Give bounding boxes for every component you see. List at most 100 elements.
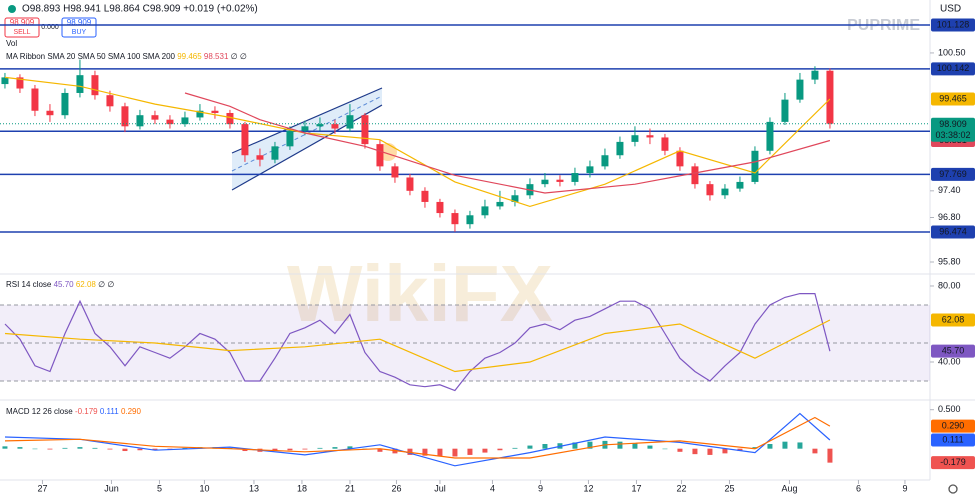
histogram-bar <box>767 444 773 449</box>
histogram-bar <box>482 448 488 453</box>
histogram-bar <box>662 448 668 450</box>
sell-button[interactable] <box>4 17 40 38</box>
y-tick-label: 80.00 <box>938 280 961 290</box>
x-tick-label: 18 <box>297 483 307 493</box>
histogram-bar <box>587 441 593 449</box>
candle-body <box>421 190 429 202</box>
candle-body <box>286 130 294 147</box>
candle-body <box>751 150 759 182</box>
candle-body <box>151 115 159 120</box>
price-badge-label: 0.111 <box>942 434 963 444</box>
candle-body <box>91 75 99 96</box>
histogram-bar <box>797 442 803 449</box>
price-badge <box>931 456 975 470</box>
x-tick-label: 5 <box>157 483 162 493</box>
histogram-bar <box>137 448 143 451</box>
candle-body <box>406 177 414 191</box>
candle-body <box>631 135 639 142</box>
x-tick-label: 9 <box>538 483 543 493</box>
watermark: WikiFX <box>287 249 553 338</box>
status-dot <box>8 5 16 13</box>
currency: USD <box>940 4 961 15</box>
price-badge-label: 97.769 <box>939 169 967 179</box>
histogram-bar <box>47 448 53 450</box>
x-tick-label: 10 <box>199 483 209 493</box>
ma-legend: MA Ribbon SMA 20 SMA 50 SMA 100 SMA 200 … <box>6 52 247 61</box>
series-line <box>4 76 831 208</box>
candle-body <box>346 115 354 129</box>
candle-body <box>616 141 624 156</box>
legend-value: 0.290 <box>121 407 142 416</box>
histogram-bar <box>437 448 443 457</box>
price-badge-label: 0.290 <box>942 420 965 430</box>
histogram-bar <box>272 448 278 452</box>
price-badge-label: 62.08 <box>942 314 965 324</box>
buy-button[interactable] <box>61 17 97 38</box>
candle-body <box>166 119 174 125</box>
histogram-bar <box>182 447 188 449</box>
candle-body <box>721 188 729 196</box>
candle-body <box>61 92 69 116</box>
candle-body <box>571 173 579 182</box>
price-badge <box>931 92 975 106</box>
candle-body <box>241 124 249 156</box>
y-tick-label: 40.00 <box>938 356 961 366</box>
histogram-bar <box>347 446 353 449</box>
candle-body <box>196 110 204 118</box>
candle-body <box>436 201 444 214</box>
series-line <box>4 416 831 459</box>
legend-value: 99.465 <box>177 52 202 61</box>
x-tick-label: 26 <box>391 483 401 493</box>
histogram-bar <box>722 448 728 454</box>
candle-body <box>331 124 339 129</box>
price-badge <box>931 433 975 447</box>
y-tick-label: 97.40 <box>938 185 961 195</box>
series-line <box>4 319 831 373</box>
candle-body <box>391 166 399 178</box>
buy-label[interactable]: BUY <box>72 29 87 36</box>
rsi-legend: RSI 14 close 45.70 62.08 ∅ ∅ <box>6 280 114 289</box>
histogram-bar <box>32 448 38 450</box>
histogram-bar <box>647 445 653 449</box>
legend-title: RSI 14 close <box>6 280 52 289</box>
legend-title: MA Ribbon SMA 20 SMA 50 SMA 100 SMA 200 <box>6 52 176 61</box>
price-badge <box>931 167 975 181</box>
series-line <box>4 412 831 467</box>
histogram-bar <box>782 441 788 449</box>
histogram-bar <box>332 447 338 449</box>
candle-body <box>316 124 324 127</box>
channel-line <box>231 104 383 191</box>
histogram-bar <box>632 443 638 449</box>
candle-body <box>226 112 234 125</box>
price-badge <box>931 18 975 32</box>
histogram-bar <box>737 448 743 452</box>
buy-price[interactable]: 98.909 <box>67 18 92 27</box>
histogram-bar <box>752 447 758 449</box>
candle-body <box>511 195 519 202</box>
candle-body <box>121 106 129 127</box>
sell-label[interactable]: SELL <box>13 29 30 36</box>
spread: 0.000 <box>41 24 59 31</box>
histogram-bar <box>2 446 8 449</box>
candle-body <box>46 110 54 116</box>
y-tick-label: 95.80 <box>938 256 961 266</box>
settings-icon[interactable] <box>948 484 958 494</box>
x-tick-label: 21 <box>345 483 355 493</box>
countdown: 03:38:02 <box>935 130 970 140</box>
sell-price[interactable]: 98.909 <box>10 18 35 27</box>
x-tick-label: 25 <box>724 483 734 493</box>
histogram-bar <box>527 445 533 449</box>
price-badge-label: 100.142 <box>937 63 970 73</box>
candle-body <box>811 70 819 80</box>
legend-value: -0.179 <box>75 407 98 416</box>
candle-body <box>676 150 684 167</box>
histogram-bar <box>677 448 683 452</box>
candle-body <box>466 215 474 225</box>
candle-body <box>376 144 384 167</box>
candle-body <box>766 121 774 151</box>
candle-body <box>661 137 669 151</box>
candle-body <box>31 88 39 111</box>
candle-body <box>586 166 594 174</box>
price-badge-label: -0.179 <box>940 457 966 467</box>
